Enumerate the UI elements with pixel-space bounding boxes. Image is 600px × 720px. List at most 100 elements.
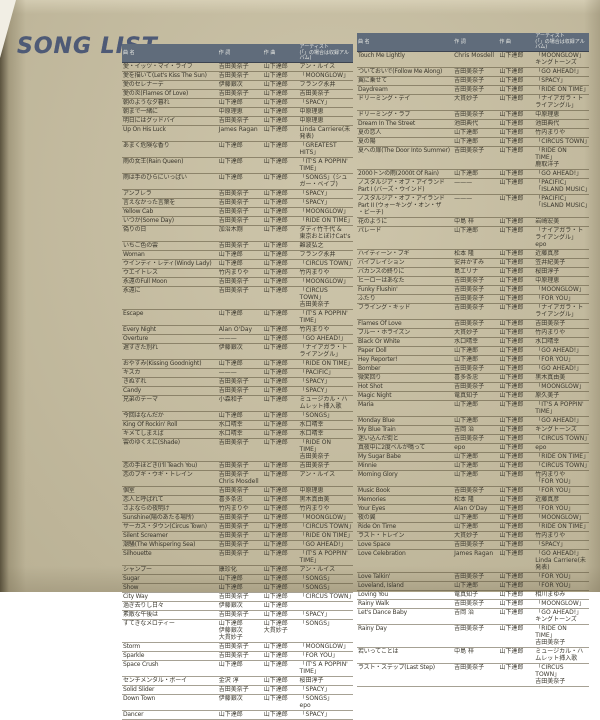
cell-composer: 山下達郎: [263, 523, 288, 530]
cell-song-title: Magic Night: [358, 392, 392, 399]
cell-composer: 山下達郎: [263, 360, 288, 367]
cell-composer: 山下達郎: [499, 147, 524, 154]
cell-song-title: Storm: [123, 643, 141, 650]
cell-lyricist: 吉田美奈子: [218, 550, 249, 557]
table-row: 雲のゆくえに(Shade) 吉田美奈子 山下達郎 「RIDE ON TIME」 吉田美…: [122, 439, 353, 462]
cell-song-title: 偽りの日: [123, 226, 147, 233]
table-row: 恋人と呼ばれて 喜多条忠 山下達郎 黒木真由美: [122, 496, 353, 505]
cell-lyricist: 山下達郎: [218, 260, 243, 267]
table-row: Dancer 山下達郎 山下達郎 「SPACY」: [122, 711, 353, 720]
cell-song-title: Love Space: [358, 541, 391, 548]
cell-composer: 山下達郎: [499, 573, 524, 580]
table-row: ヒーローはあなた 吉田美奈子 山下達郎 中原理恵: [357, 277, 589, 286]
cell-composer: 山下達郎: [263, 575, 288, 582]
cell-composer: 山下達郎: [499, 347, 524, 354]
cell-composer: 山下達郎: [499, 277, 524, 284]
table-row: 素敵な午後は 吉田美奈子 山下達郎 「SPACY」: [122, 611, 353, 620]
table-row: ウエイトレス 竹内まりや 山下達郎 竹内まりや: [122, 269, 353, 278]
cell-song-title: Bomber: [358, 365, 381, 372]
column-header: 作 曲: [263, 49, 276, 56]
cell-lyricist: 吉田美奈子: [218, 439, 249, 446]
cell-song-title: Silhouette: [123, 550, 152, 557]
cell-lyricist: 吉田美奈子: [454, 664, 485, 671]
cell-lyricist: ———: [454, 195, 473, 202]
cell-composer: 山下達郎: [499, 541, 524, 548]
table-row: 個室 吉田美奈子 山下達郎 中原理恵: [122, 487, 353, 496]
cell-lyricist: 山下達郎: [218, 158, 243, 165]
column-header: 作 曲: [499, 38, 511, 45]
cell-artist-album: 「SONGS」: [299, 620, 334, 627]
cell-composer: 山下達郎: [499, 86, 524, 93]
cell-composer: 山下達郎: [499, 268, 524, 275]
cell-artist-album: 「MOONGLOW」: [299, 643, 350, 650]
cell-lyricist: 大貫妙子: [454, 329, 479, 336]
cell-lyricist: 吉田美奈子: [454, 435, 485, 442]
cell-artist-album: 「PACIFIC」 「ISLAND MUSIC」: [535, 179, 589, 193]
table-row: おやすみ(Kissing Goodnight) 山下達郎 山下達郎 「RIDE ON …: [122, 360, 353, 369]
cell-composer: 山下達郎: [263, 326, 288, 333]
cell-artist-album: 竹内まりや: [299, 269, 330, 276]
cell-lyricist: 吉田美奈子: [454, 304, 485, 311]
cell-artist-album: 「MOONGLOW」: [299, 278, 350, 285]
cell-song-title: My Blue Train: [358, 426, 396, 433]
cell-composer: 山下達郎: [499, 68, 524, 75]
cell-composer: 山下達郎: [263, 496, 288, 503]
cell-composer: 山下達郎: [499, 435, 524, 442]
cell-lyricist: 吉田美奈子: [454, 111, 485, 118]
table-row: Memories 松本 隆 山下達郎 近藤真彦: [357, 496, 589, 505]
cell-composer: 山下達郎: [499, 120, 524, 127]
cell-composer: 山下達郎: [263, 378, 288, 385]
table-row: Overture ——— 山下達郎 「GO AHEAD!」: [122, 335, 353, 344]
cell-artist-album: 「SPACY」: [535, 541, 567, 548]
cell-lyricist: 吉田美奈子: [218, 652, 249, 659]
cell-song-title: Monday Blue: [358, 417, 395, 424]
cell-artist-album: 「GO AHEAD!」: [535, 68, 583, 75]
cell-lyricist: 松本 隆: [454, 496, 475, 503]
cell-song-title: Minnie: [358, 462, 377, 469]
cell-artist-album: 近藤真彦: [535, 250, 560, 257]
cell-composer: 山下達郎: [263, 81, 288, 88]
cell-composer: 山下達郎: [263, 566, 288, 573]
cell-artist-album: 中原理恵: [299, 487, 324, 494]
cell-lyricist: 吉田美奈子: [218, 462, 249, 469]
cell-artist-album: 竹内まりや: [535, 532, 566, 539]
cell-song-title: Ride On Time: [358, 523, 396, 530]
table-header: 曲 名 作 詞 作 曲 アーティスト (「」の場合は収録アルバム): [357, 33, 589, 52]
cell-composer: 山下達郎: [263, 190, 288, 197]
table-row: Space Crush 山下達郎 山下達郎 「IT'S A POPPIN' TIME」: [122, 661, 353, 677]
cell-song-title: 恋の手ほどき(I'll Teach You): [123, 462, 198, 469]
cell-song-title: 潮騒(The Whispering Sea): [123, 541, 196, 548]
table-row: いちご色の雲 吉田美奈子 山下達郎 難波弘之: [122, 242, 353, 251]
cell-lyricist: 中島 梓: [454, 218, 475, 225]
cell-lyricist: 山下達郎: [454, 227, 479, 234]
cell-song-title: いちご色の雲: [123, 242, 158, 249]
table-row: ドリーミング・ラブ 吉田美奈子 山下達郎 中原理恵: [357, 111, 589, 120]
cell-song-title: 若いってことは: [358, 648, 399, 655]
cell-lyricist: 吉田美奈子: [218, 117, 249, 124]
column-header: 曲 名: [358, 38, 370, 45]
cell-song-title: ついておいで(Follow Me Along): [358, 68, 443, 75]
cell-song-title: Maria: [358, 401, 374, 408]
cell-artist-album: 「SPACY」: [299, 99, 331, 106]
table-row: 潮騒(The Whispering Sea) 吉田美奈子 山下達郎 「GO AHEAD…: [122, 541, 353, 550]
cell-artist-album: 岩崎宏美: [535, 218, 560, 225]
table-row: 2000トンの雨(2000t Of Rain) 山下達郎 山下達郎 「GO AHEAD…: [357, 170, 589, 179]
cell-composer: 山下達郎: [499, 648, 524, 655]
cell-artist-album: 「RIDE ON TIME」: [299, 532, 353, 539]
cell-song-title: Up On His Luck: [123, 126, 166, 133]
table-row: Sunshine(陽のあたる場所) 吉田美奈子 山下達郎 「MOONGLOW」: [122, 514, 353, 523]
song-table-left: 曲 名 作 詞 作 曲 アーティスト (「」の場合は収録アルバム) 愛・イッツ・マイ・ラ…: [122, 44, 353, 720]
cell-lyricist: 大貫妙子: [454, 532, 479, 539]
table-row: 迷い込んだ街と 吉田美奈子 山下達郎 「CIRCUS TOWN」: [357, 435, 589, 444]
cell-artist-album: ミュージカル・ハムレット挿入歌: [535, 648, 584, 662]
column-header: 作 詞: [454, 38, 466, 45]
table-row: ラスト・トレイン 大貫妙子 山下達郎 竹内まりや: [357, 532, 589, 541]
cell-lyricist: 吉田美奈子: [454, 365, 485, 372]
cell-song-title: 兄弟のテーマ: [123, 396, 158, 403]
cell-lyricist: 吉田美奈子: [454, 487, 485, 494]
cell-lyricist: Alan O'Day: [454, 505, 488, 512]
cell-artist-album: 「MOONGLOW」 キングトーンズ: [535, 52, 585, 66]
cell-song-title: Candy: [123, 387, 142, 394]
cell-composer: 山下達郎: [499, 320, 524, 327]
table-row: Paper Doll 山下達郎 山下達郎 「GO AHEAD!」: [357, 347, 589, 356]
